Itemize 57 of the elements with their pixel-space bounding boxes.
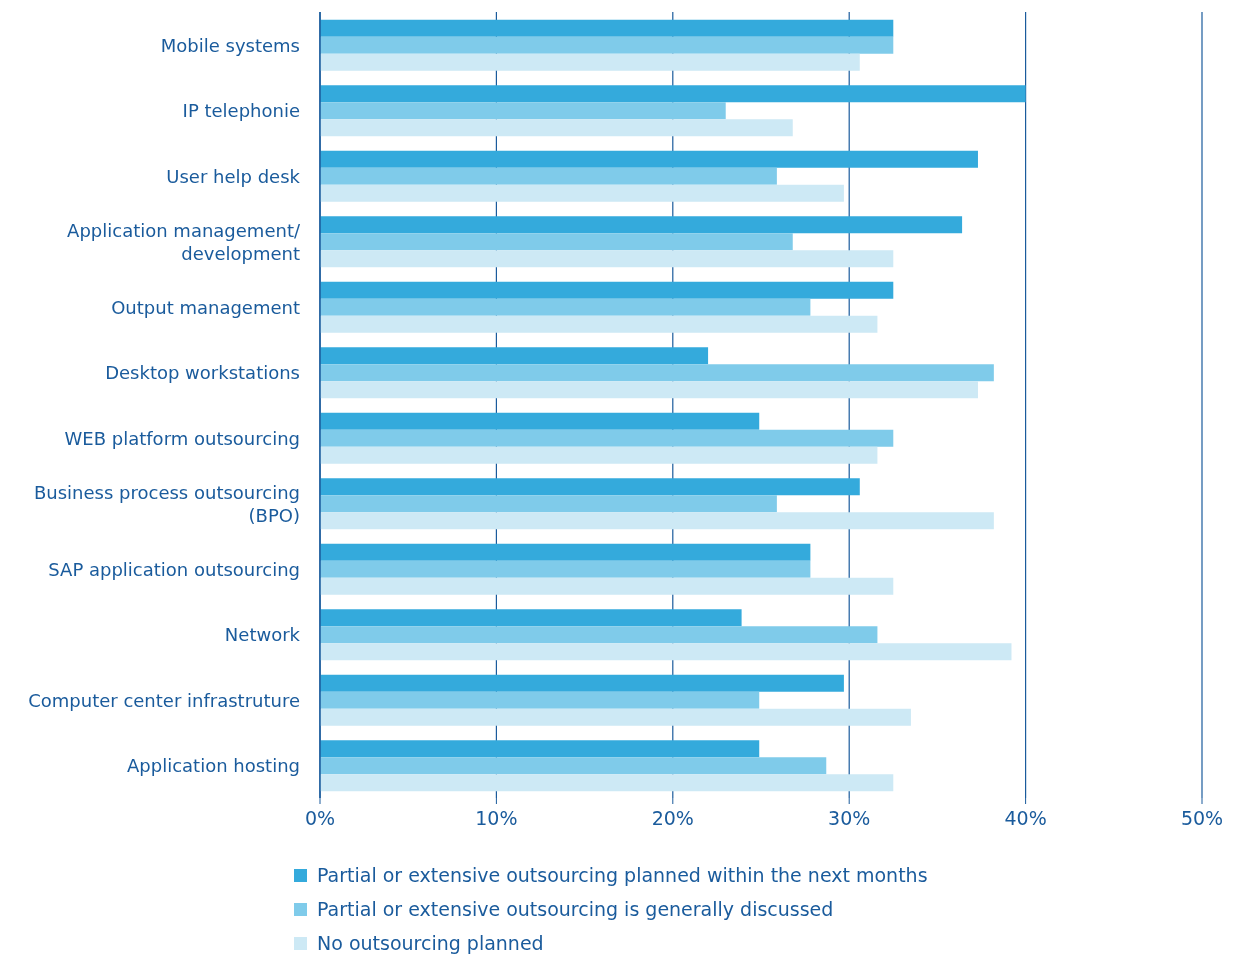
bar (320, 167, 777, 185)
bar (320, 446, 878, 464)
bar (320, 19, 894, 37)
bar (320, 643, 1012, 661)
bar (320, 102, 726, 120)
legend-label: No outsourcing planned (317, 932, 544, 954)
bar (320, 53, 860, 71)
bar (320, 184, 844, 202)
x-tick-label: 20% (651, 807, 694, 830)
y-tick-label: Computer center infrastruture (28, 689, 300, 711)
bar (320, 691, 760, 709)
y-tick-label: Business process outsourcing (BPO) (33, 481, 300, 526)
y-tick-label: Application hosting (127, 754, 300, 776)
bar (320, 233, 793, 251)
bar (320, 347, 709, 365)
bar (320, 150, 978, 168)
bar (320, 315, 878, 333)
bar (320, 674, 844, 692)
bar (320, 543, 811, 561)
bar (320, 364, 994, 382)
bar (320, 216, 963, 234)
y-tick-label: IP telephonie (182, 99, 300, 121)
legend-label: Partial or extensive outsourcing planned within the next months (317, 864, 928, 886)
bar (320, 609, 742, 627)
y-tick-label: Output management (111, 296, 300, 318)
bar (320, 36, 894, 54)
bar (320, 85, 1026, 103)
bar (320, 119, 793, 137)
bar (320, 626, 878, 644)
y-tick-label: Application management/ development (67, 219, 301, 264)
bar (320, 757, 827, 775)
y-tick-label: WEB platform outsourcing (64, 427, 300, 449)
bar (320, 512, 994, 530)
y-tick-label: User help desk (166, 165, 301, 187)
bar (320, 577, 894, 595)
y-tick-label: Network (224, 623, 301, 645)
bar (320, 281, 894, 299)
bar (320, 250, 894, 268)
x-tick-label: 50% (1180, 807, 1224, 830)
bar (320, 381, 978, 399)
legend-label: Partial or extensive outsourcing is generally discussed (317, 898, 834, 920)
bar (320, 495, 777, 513)
bar (320, 774, 894, 792)
bar (320, 708, 911, 726)
bar (320, 740, 760, 758)
bar (320, 560, 811, 578)
x-tick-label: 30% (828, 807, 871, 830)
bar (320, 298, 811, 316)
bar (320, 429, 894, 447)
x-tick-label: 10% (475, 807, 518, 830)
x-tick-label: 40% (1004, 807, 1047, 830)
bar (320, 478, 860, 496)
bar (320, 412, 760, 430)
y-tick-label: SAP application outsourcing (48, 558, 300, 580)
y-tick-label: Desktop workstations (105, 361, 300, 383)
x-tick-label: 0% (304, 807, 336, 830)
y-tick-label: Mobile systems (160, 34, 300, 56)
